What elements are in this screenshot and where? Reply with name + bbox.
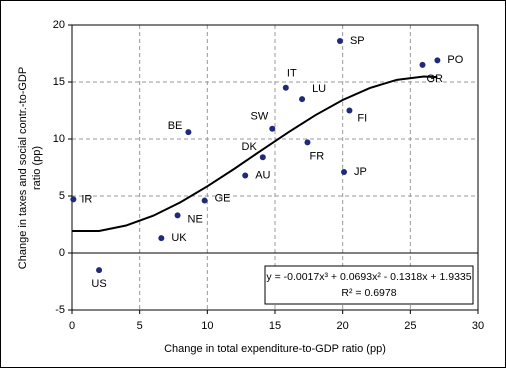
point bbox=[185, 129, 192, 136]
point-label: PO bbox=[447, 54, 463, 66]
point bbox=[346, 107, 353, 114]
point bbox=[299, 96, 306, 103]
point bbox=[158, 235, 165, 242]
point-label: JP bbox=[354, 166, 367, 178]
point bbox=[70, 196, 77, 203]
point bbox=[259, 154, 266, 161]
point-label: DK bbox=[242, 141, 258, 153]
y-tick-label: 15 bbox=[53, 76, 65, 88]
point-label: NE bbox=[188, 213, 203, 225]
x-axis-label: Change in total expenditure-to-GDP ratio… bbox=[164, 343, 386, 355]
point bbox=[201, 197, 208, 204]
r-squared: R² = 0.6978 bbox=[341, 287, 396, 299]
y-tick-label: 20 bbox=[53, 19, 65, 31]
x-tick-label: 0 bbox=[69, 320, 75, 332]
point-label: GR bbox=[427, 73, 444, 85]
point bbox=[242, 172, 249, 179]
x-tick-label: 20 bbox=[337, 320, 349, 332]
point-label: US bbox=[91, 278, 106, 290]
point-label: SP bbox=[350, 35, 365, 47]
point bbox=[419, 61, 426, 68]
point bbox=[304, 139, 311, 146]
x-tick-label: 30 bbox=[472, 320, 484, 332]
point bbox=[96, 267, 103, 274]
point-label: IR bbox=[81, 193, 92, 205]
point bbox=[282, 84, 289, 91]
point bbox=[434, 57, 441, 64]
point bbox=[269, 125, 276, 132]
y-tick-label: 10 bbox=[53, 133, 65, 145]
x-tick-label: 15 bbox=[269, 320, 281, 332]
equation: y = -0.0017x³ + 0.0693x² - 0.1318x + 1.9… bbox=[266, 271, 471, 283]
point-label: AU bbox=[255, 169, 270, 181]
y-tick-label: 5 bbox=[59, 190, 65, 202]
point-label: FR bbox=[309, 150, 324, 162]
point-label: FI bbox=[357, 112, 367, 124]
point-label: BE bbox=[168, 120, 183, 132]
point bbox=[174, 212, 181, 219]
point-label: IT bbox=[287, 68, 297, 80]
plot-border bbox=[71, 24, 479, 311]
y-tick-label: 0 bbox=[59, 247, 65, 259]
y-axis-label: ratio (pp) bbox=[31, 146, 43, 190]
x-tick-label: 5 bbox=[137, 320, 143, 332]
x-tick-label: 25 bbox=[404, 320, 416, 332]
y-tick-label: -5 bbox=[55, 304, 65, 316]
point-label: LU bbox=[312, 83, 326, 95]
point bbox=[336, 37, 343, 44]
point-label: UK bbox=[171, 232, 187, 244]
point-label: SW bbox=[251, 111, 269, 123]
y-axis-label: Change in taxes and social contr.-to-GDP bbox=[17, 67, 29, 269]
x-tick-label: 10 bbox=[201, 320, 213, 332]
point-label: GE bbox=[215, 192, 231, 204]
trendline bbox=[72, 75, 438, 232]
equation-box bbox=[264, 265, 474, 305]
point bbox=[341, 169, 348, 176]
